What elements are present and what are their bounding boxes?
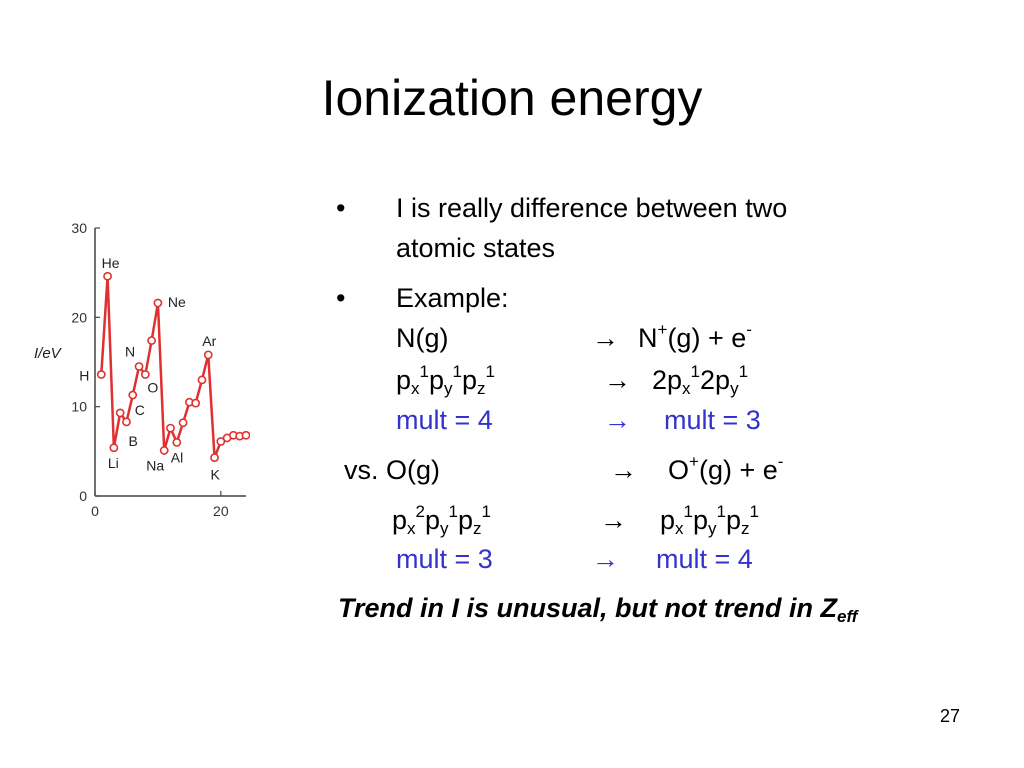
- chart-annotations: H He Li BC N O Ne Na Al Ar K: [79, 255, 220, 482]
- arrow-2: →: [604, 365, 631, 395]
- bullet-1-line-1: I is really difference between two: [396, 193, 788, 223]
- o-config-right: px1py1pz1: [660, 502, 759, 538]
- o-config-left: px2py1pz1: [392, 502, 491, 538]
- y-tick-label: 0: [79, 488, 87, 504]
- annotation-n: N: [125, 343, 135, 359]
- arrow-5: →: [600, 505, 627, 535]
- arrow-4: →: [610, 455, 637, 485]
- x-tick-label: 20: [213, 503, 229, 519]
- data-point: [109, 443, 119, 453]
- bullet-1-line-2: atomic states: [396, 233, 556, 263]
- trend-statement: Trend in I is unusual, but not trend in …: [338, 593, 858, 626]
- annotation-ar: Ar: [202, 333, 216, 349]
- y-axis-label: I/eV: [34, 345, 63, 362]
- data-point: [140, 370, 150, 379]
- n-config-left: px1py1pz1: [396, 362, 495, 398]
- data-point: [96, 370, 106, 379]
- arrow-6: →: [592, 544, 619, 574]
- o-mult-left: mult = 3: [396, 544, 493, 574]
- data-point: [115, 408, 125, 418]
- o-gas-right: O+(g) + e-: [668, 452, 784, 485]
- bullet-1-symbol: •: [336, 193, 346, 223]
- data-point: [153, 298, 163, 308]
- annotation-h: H: [79, 368, 89, 384]
- annotation-ne: Ne: [168, 294, 186, 310]
- data-point: [191, 398, 201, 408]
- data-point: [203, 350, 213, 360]
- y-tick-label: 10: [71, 399, 87, 415]
- annotation-li: Li: [108, 455, 119, 471]
- data-point: [241, 430, 250, 440]
- n-config-right: 2px12py1: [652, 362, 749, 398]
- x-tick-label: 0: [91, 503, 99, 519]
- annotation-c: C: [135, 402, 145, 418]
- page-number: 27: [940, 706, 961, 726]
- annotation-na: Na: [146, 457, 164, 473]
- arrow-3: →: [604, 405, 631, 435]
- chart-series: [96, 271, 250, 462]
- data-point: [197, 375, 207, 385]
- data-point: [134, 362, 144, 371]
- y-tick-label: 20: [71, 309, 87, 325]
- data-point: [147, 336, 157, 345]
- data-point: [122, 417, 131, 427]
- bullet-2-line-1: Example:: [396, 283, 509, 313]
- data-point: [103, 271, 112, 281]
- n-mult-right: mult = 3: [664, 405, 761, 435]
- data-point: [178, 418, 188, 428]
- annotation-he: He: [102, 255, 120, 271]
- annotation-k: K: [211, 467, 221, 483]
- slide-title: Ionization energy: [321, 70, 703, 126]
- n-gas-left: N(g): [396, 323, 449, 353]
- bullet-2-symbol: •: [336, 283, 346, 313]
- annotation-al: Al: [171, 449, 183, 465]
- n-gas-right: N+(g) + e-: [638, 320, 752, 353]
- o-mult-right: mult = 4: [656, 544, 753, 574]
- data-point: [210, 453, 219, 462]
- n-mult-left: mult = 4: [396, 405, 493, 435]
- y-tick-label: 30: [71, 220, 87, 236]
- data-point: [166, 423, 175, 433]
- annotation-o: O: [147, 380, 158, 396]
- ionization-energy-chart: 0 10 20 30 0 20 I/eV H He Li BC N O Ne Na Al Ar K: [34, 220, 250, 519]
- data-point: [159, 446, 169, 455]
- data-point: [216, 437, 226, 446]
- data-point: [128, 390, 138, 400]
- o-gas-left: vs. O(g): [344, 455, 441, 485]
- data-point: [172, 437, 182, 447]
- arrow-1: →: [592, 323, 619, 353]
- chart-axes: 0 10 20 30 0 20 I/eV: [34, 220, 246, 519]
- annotation-b: B: [128, 433, 137, 449]
